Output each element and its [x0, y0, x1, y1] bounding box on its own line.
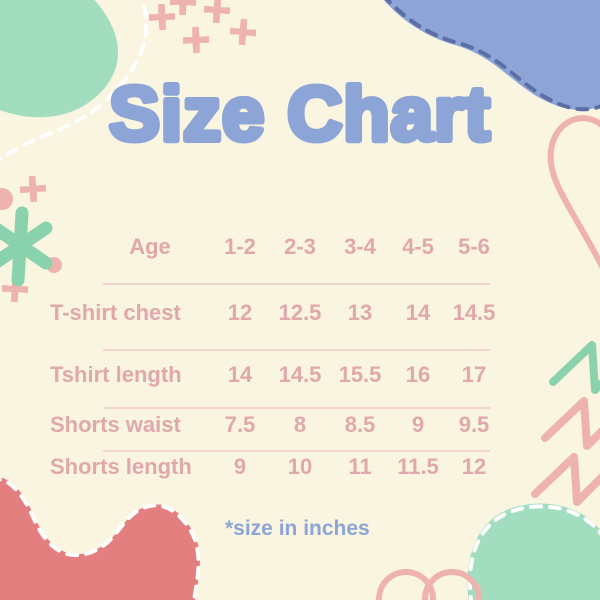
svg-text:17: 17 [462, 362, 486, 387]
svg-text:14.5: 14.5 [279, 362, 322, 387]
svg-text:9: 9 [412, 412, 424, 437]
svg-text:11.5: 11.5 [397, 454, 439, 479]
svg-text:Shorts waist: Shorts waist [50, 412, 181, 437]
svg-text:9.5: 9.5 [459, 412, 490, 437]
svg-text:5-6: 5-6 [458, 234, 490, 259]
svg-text:4-5: 4-5 [402, 234, 434, 259]
svg-text:Tshirt length: Tshirt length [50, 362, 182, 387]
svg-text:10: 10 [288, 454, 312, 479]
svg-text:Size Chart: Size Chart [109, 72, 491, 157]
svg-text:Shorts length: Shorts length [50, 454, 192, 479]
svg-text:3-4: 3-4 [344, 234, 377, 259]
svg-text:8: 8 [294, 412, 306, 437]
svg-text:T-shirt chest: T-shirt chest [50, 300, 181, 325]
svg-text:*size in inches: *size in inches [225, 517, 370, 540]
svg-text:12.5: 12.5 [279, 300, 322, 325]
svg-text:8.5: 8.5 [345, 412, 376, 437]
svg-text:14: 14 [406, 300, 431, 325]
svg-text:14.5: 14.5 [453, 300, 496, 325]
svg-text:16: 16 [406, 362, 430, 387]
svg-text:14: 14 [228, 362, 253, 387]
svg-text:12: 12 [228, 300, 252, 325]
svg-text:7.5: 7.5 [225, 412, 256, 437]
svg-text:12: 12 [462, 454, 486, 479]
svg-text:Age: Age [129, 234, 171, 259]
svg-text:2-3: 2-3 [284, 234, 316, 259]
svg-text:1-2: 1-2 [224, 234, 256, 259]
svg-text:13: 13 [348, 300, 372, 325]
svg-text:9: 9 [234, 454, 246, 479]
svg-text:11: 11 [348, 454, 371, 479]
svg-text:15.5: 15.5 [339, 362, 382, 387]
